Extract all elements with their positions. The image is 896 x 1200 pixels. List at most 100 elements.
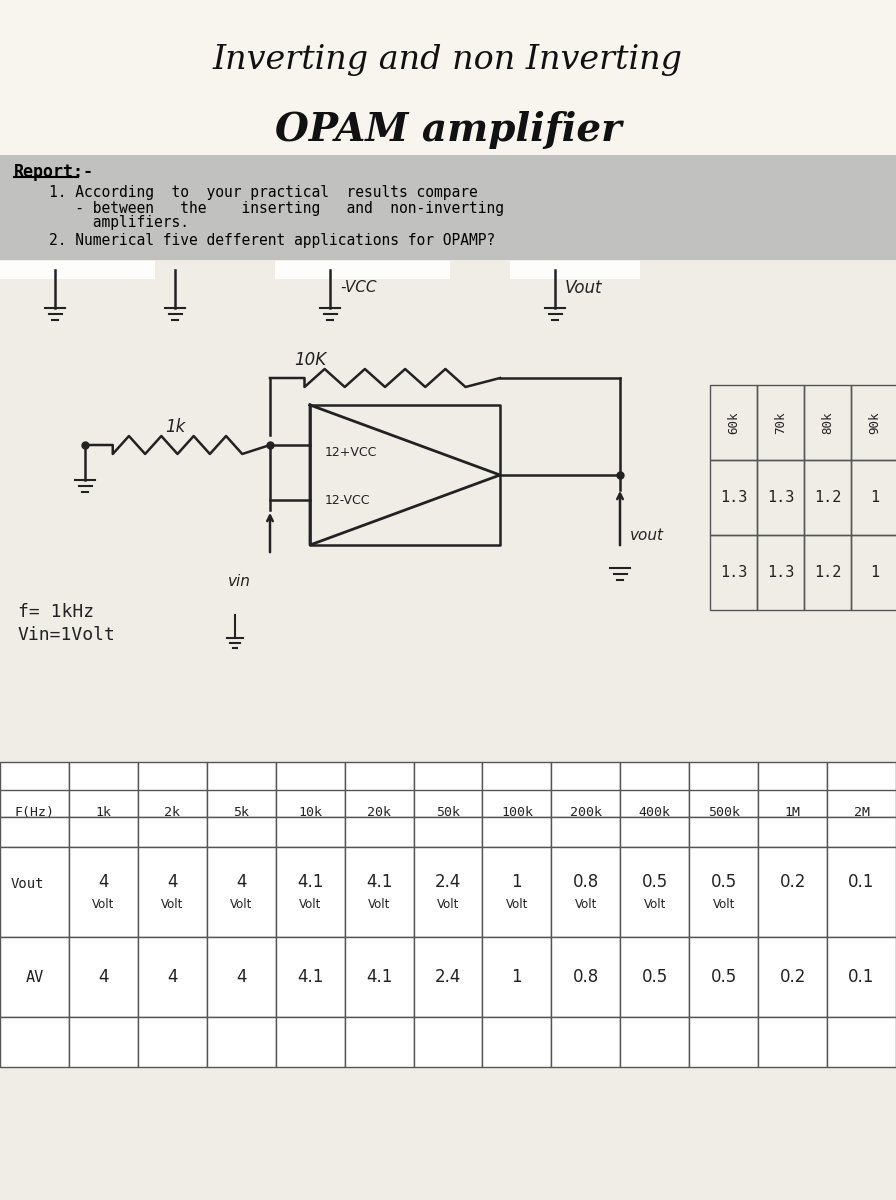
Bar — [804, 385, 851, 460]
Text: - between   the    inserting   and  non-inverting: - between the inserting and non-invertin… — [14, 200, 504, 216]
Bar — [551, 817, 620, 847]
Text: 1: 1 — [870, 565, 879, 580]
Text: 0.8: 0.8 — [573, 874, 599, 890]
Bar — [804, 460, 851, 535]
Bar — [689, 937, 758, 1018]
Bar — [0, 762, 69, 817]
Bar — [138, 762, 207, 817]
Text: Vout: Vout — [11, 877, 44, 890]
Text: 12+VCC: 12+VCC — [325, 445, 377, 458]
Text: vin: vin — [228, 575, 251, 589]
Bar — [757, 535, 804, 610]
Bar — [482, 847, 551, 937]
Text: 0.5: 0.5 — [642, 874, 668, 890]
Text: 4.1: 4.1 — [297, 874, 323, 890]
Text: 400k: 400k — [639, 806, 671, 818]
Text: 2. Numerical five defferent applications for OPAMP?: 2. Numerical five defferent applications… — [14, 233, 495, 247]
Text: 20k: 20k — [367, 806, 391, 818]
Text: 1.3: 1.3 — [719, 565, 747, 580]
Bar — [207, 817, 276, 847]
Text: 1: 1 — [870, 490, 879, 505]
Bar — [0, 937, 69, 1018]
Bar — [138, 847, 207, 937]
Bar — [851, 535, 896, 610]
Text: AV: AV — [25, 970, 44, 984]
Text: Volt: Volt — [299, 898, 322, 911]
Text: Volt: Volt — [92, 898, 115, 911]
Text: 5k: 5k — [233, 806, 249, 818]
Text: Vin=1Volt: Vin=1Volt — [18, 626, 116, 644]
Text: Volt: Volt — [712, 898, 735, 911]
Text: 4: 4 — [167, 968, 177, 986]
Text: 80k: 80k — [821, 412, 834, 433]
Text: Volt: Volt — [161, 898, 184, 911]
Bar — [276, 847, 345, 937]
Bar — [689, 1018, 758, 1067]
Bar — [69, 817, 138, 847]
Text: 500k: 500k — [708, 806, 740, 818]
Bar — [482, 817, 551, 847]
Text: -VCC: -VCC — [340, 281, 376, 295]
Text: 2.4: 2.4 — [435, 874, 461, 890]
Bar — [276, 762, 345, 817]
Text: Volt: Volt — [505, 898, 528, 911]
Bar — [620, 937, 689, 1018]
Text: 12-VCC: 12-VCC — [325, 493, 371, 506]
Text: Volt: Volt — [643, 898, 666, 911]
Bar — [510, 260, 640, 278]
Bar — [804, 535, 851, 610]
Bar — [851, 460, 896, 535]
Text: 60k: 60k — [727, 412, 740, 433]
Bar — [69, 847, 138, 937]
Text: 2M: 2M — [854, 806, 869, 818]
Text: Inverting and non Inverting: Inverting and non Inverting — [213, 44, 683, 76]
Bar — [758, 817, 827, 847]
Bar — [551, 762, 620, 817]
Bar — [689, 817, 758, 847]
Text: 4.1: 4.1 — [366, 968, 392, 986]
Bar — [276, 1018, 345, 1067]
Bar — [414, 1018, 482, 1067]
Text: 1.2: 1.2 — [814, 490, 841, 505]
Bar — [207, 762, 276, 817]
Bar — [138, 937, 207, 1018]
Bar — [482, 937, 551, 1018]
Bar — [827, 937, 896, 1018]
Text: 0.2: 0.2 — [780, 968, 806, 986]
Text: 1M: 1M — [785, 806, 801, 818]
Text: 0.5: 0.5 — [711, 874, 737, 890]
Text: 100k: 100k — [501, 806, 533, 818]
Bar — [758, 847, 827, 937]
Bar — [482, 762, 551, 817]
Text: Volt: Volt — [574, 898, 597, 911]
Text: 0.2: 0.2 — [780, 874, 806, 890]
Bar — [710, 385, 757, 460]
Bar — [689, 847, 758, 937]
Text: 10K: 10K — [294, 350, 326, 370]
Text: 4.1: 4.1 — [366, 874, 392, 890]
Text: Volt: Volt — [437, 898, 459, 911]
Bar — [0, 0, 896, 254]
Bar — [414, 847, 482, 937]
Bar — [414, 762, 482, 817]
Bar — [345, 937, 414, 1018]
Bar — [69, 937, 138, 1018]
Bar — [757, 460, 804, 535]
Bar — [827, 817, 896, 847]
Text: 70k: 70k — [774, 412, 787, 433]
Bar — [482, 1018, 551, 1067]
Bar — [758, 762, 827, 817]
Text: 1. According  to  your practical  results compare: 1. According to your practical results c… — [14, 185, 478, 199]
Bar — [758, 937, 827, 1018]
Text: 4: 4 — [236, 874, 246, 890]
Bar — [551, 1018, 620, 1067]
Bar — [345, 1018, 414, 1067]
Bar — [827, 762, 896, 817]
Text: vout: vout — [630, 528, 664, 542]
Bar — [0, 260, 155, 278]
Text: 1.2: 1.2 — [814, 565, 841, 580]
Text: 1.3: 1.3 — [767, 565, 794, 580]
Text: 0.5: 0.5 — [711, 968, 737, 986]
Bar — [827, 847, 896, 937]
Bar — [138, 1018, 207, 1067]
